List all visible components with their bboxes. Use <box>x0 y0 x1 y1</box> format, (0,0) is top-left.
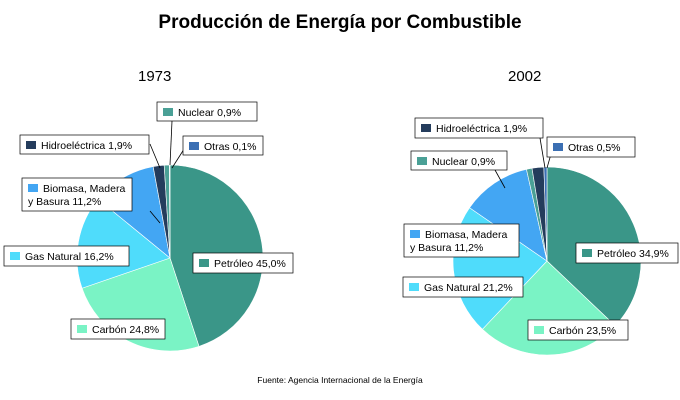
pie-1973-label-carbon: Carbón 24,8% <box>92 324 159 336</box>
pie-2002-leader-nuclear <box>494 169 506 189</box>
pie-2002-label-box-petroleo <box>575 242 679 264</box>
source-note: Fuente: Agencia Internacional de la Ener… <box>257 375 423 385</box>
pie-1973-label-box-petroleo <box>192 252 294 274</box>
pie-2002-leader-hidroelectrica <box>539 137 546 169</box>
pie-1973-label-box-carbon <box>70 318 166 340</box>
pie-1973-label-box-nuclear <box>156 101 258 122</box>
chart-title: Producción de Energía por Combustible <box>158 12 522 33</box>
pie-1973-label-box-biomasa <box>21 177 133 212</box>
pie-1973-label-gas: Gas Natural 16,2% <box>25 251 114 263</box>
pie-2002-title: 2002 <box>508 68 542 85</box>
pie-1973-leader-hidroelectrica <box>149 143 161 169</box>
pie-2002-legend-swatch-petroleo <box>582 249 592 257</box>
pie-1973-legend-swatch-otras <box>189 142 199 150</box>
pie-1973-legend-swatch-biomasa <box>28 184 38 192</box>
pie-2002-label-carbon: Carbón 23,5% <box>549 325 616 337</box>
pie-2002-label-box-hidroelectrica <box>414 117 544 139</box>
pie-1973-label-box-hidroelectrica <box>19 134 150 155</box>
pie-1973-legend-swatch-petroleo <box>199 259 209 267</box>
pie-2002-label-box-gas <box>402 276 524 298</box>
pie-1973-legend-swatch-nuclear <box>163 108 173 116</box>
pie-1973-label-hidroelectrica: Hidroeléctrica 1,9% <box>41 140 132 152</box>
pie-1973-legend-swatch-gas <box>10 252 20 260</box>
pie-1973-title: 1973 <box>138 68 172 85</box>
pie-1973-legend-swatch-carbon <box>77 325 87 333</box>
pie-1973-label-biomasa: Biomasa, Madera y Basura 11,2% <box>28 183 125 208</box>
pie-2002-label-box-carbon <box>527 319 629 341</box>
pie-1973-slice-otras <box>169 164 171 259</box>
pie-2002-label-box-otras <box>546 136 636 158</box>
pie-2002-slice-biomasa <box>469 168 548 262</box>
pie-2002-label-biomasa: Biomasa, Madera y Basura 11,2% <box>410 229 507 254</box>
pie-1973-label-box-gas <box>3 245 130 267</box>
pie-1973-label-petroleo: Petróleo 45,0% <box>214 258 286 270</box>
pie-2002-label-nuclear: Nuclear 0,9% <box>432 156 495 168</box>
pie-1973-label-otras: Otras 0,1% <box>204 141 257 153</box>
pie-2002-legend-swatch-hidroelectrica <box>421 124 431 132</box>
pie-2002-label-box-nuclear <box>410 150 508 171</box>
pie-2002-legend-swatch-carbon <box>534 326 544 334</box>
pie-1973-label-nuclear: Nuclear 0,9% <box>178 107 241 119</box>
pie-2002-label-hidroelectrica: Hidroeléctrica 1,9% <box>436 123 527 135</box>
pie-1973-leader-biomasa <box>149 210 161 224</box>
pie-2002-label-gas: Gas Natural 21,2% <box>424 282 513 294</box>
pie-2002-legend-swatch-biomasa <box>410 230 420 238</box>
pie-2002-label-box-biomasa <box>403 223 520 258</box>
pie-2002-legend-swatch-gas <box>409 283 419 291</box>
pie-1973-legend-swatch-hidroelectrica <box>26 141 36 149</box>
pie-2002-label-otras: Otras 0,5% <box>568 142 621 154</box>
pie-1973-label-box-otras <box>182 135 264 156</box>
pie-2002-legend-swatch-nuclear <box>417 157 427 165</box>
pie-1973-leader-nuclear <box>169 120 173 166</box>
pie-2002-label-petroleo: Petróleo 34,9% <box>597 248 669 260</box>
pie-2002-legend-swatch-otras <box>553 143 563 151</box>
